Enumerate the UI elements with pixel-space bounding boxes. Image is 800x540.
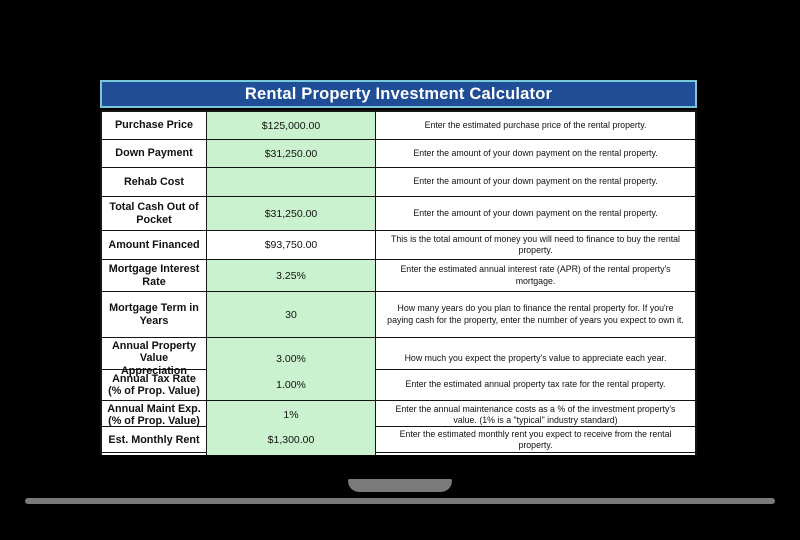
rental-calculator-table: Rental Property Investment Calculator Pu…: [100, 80, 697, 455]
row-description: Enter the amount of your down payment on…: [413, 176, 658, 187]
row-label: Annual Property Value Appreciation: [112, 340, 196, 377]
row-label: Down Payment: [115, 147, 193, 160]
row-description: How many years do you plan to finance th…: [387, 303, 684, 325]
table-title: Rental Property Investment Calculator: [100, 80, 697, 108]
table-row-annual-tax-rate: Annual Tax Rate (% of Prop. Value) 1.00%…: [102, 369, 695, 400]
input-cell[interactable]: $93,750.00: [206, 231, 376, 259]
row-label: Mortgage Interest Rate: [108, 263, 200, 288]
input-cell[interactable]: [206, 168, 376, 196]
row-label: Annual Maint Exp. (% of Prop. Value): [107, 403, 201, 428]
table-row-rehab-cost: Rehab Cost Enter the amount of your down…: [102, 167, 695, 196]
table-row-annual-maint-exp: Annual Maint Exp. (% of Prop. Value) 1% …: [102, 400, 695, 430]
row-label: Mortgage Term in Years: [109, 302, 199, 327]
input-cell[interactable]: $31,250.00: [206, 140, 376, 167]
row-description: Enter the estimated purchase price of th…: [424, 119, 647, 130]
input-cell[interactable]: $31,250.00: [206, 197, 376, 230]
row-label: Total Cash Out of Pocket: [109, 201, 199, 226]
table-row-mortgage-interest-rate: Mortgage Interest Rate 3.25% Enter the e…: [102, 259, 695, 291]
table-row-purchase-price: Purchase Price $125,000.00 Enter the est…: [102, 112, 695, 139]
row-description: Enter the estimated monthly rent you exp…: [399, 429, 672, 451]
monitor-stand-base: [25, 498, 775, 504]
row-description: Enter the percentage of time you expect …: [376, 453, 695, 455]
table-body: Purchase Price $125,000.00 Enter the est…: [100, 110, 697, 455]
table-row-mortgage-term: Mortgage Term in Years 30 How many years…: [102, 291, 695, 337]
input-cell[interactable]: 93%: [206, 453, 376, 455]
row-label: Purchase Price: [114, 119, 194, 132]
input-cell[interactable]: 1.00%: [206, 370, 376, 400]
row-description: Enter the estimated annual property tax …: [405, 379, 666, 390]
input-cell[interactable]: 3.25%: [206, 260, 376, 291]
row-description: Enter the amount of your down payment on…: [413, 147, 658, 158]
row-description: This is the total amount of money you wi…: [391, 233, 680, 255]
row-label: Est. Monthly Rent: [108, 434, 200, 447]
input-cell[interactable]: 30: [206, 292, 376, 337]
input-cell[interactable]: 1%: [206, 401, 376, 430]
row-label: Occupancy Rate: [102, 453, 206, 455]
row-label: Annual Tax Rate (% of Prop. Value): [108, 372, 200, 397]
table-row-occupancy-rate: Occupancy Rate 93% Enter the percentage …: [102, 452, 695, 455]
row-description: How much you expect the property's value…: [404, 352, 667, 363]
table-row-amount-financed: Amount Financed $93,750.00 This is the t…: [102, 230, 695, 259]
monitor-stand-neck: [348, 479, 452, 492]
row-label: Rehab Cost: [124, 175, 184, 188]
table-row-down-payment: Down Payment $31,250.00 Enter the amount…: [102, 139, 695, 167]
row-description: Enter the annual maintenance costs as a …: [395, 403, 676, 426]
table-row-total-cash-out-of-pocket: Total Cash Out of Pocket $31,250.00 Ente…: [102, 196, 695, 230]
table-row-est-monthly-rent: Est. Monthly Rent $1,300.00 Enter the es…: [102, 426, 695, 454]
row-description: Enter the estimated annual interest rate…: [400, 264, 671, 286]
input-cell[interactable]: $1,300.00: [206, 427, 376, 454]
table-row-annual-appreciation: Annual Property Value Appreciation 3.00%…: [102, 337, 695, 380]
row-description: Enter the amount of your down payment on…: [413, 207, 658, 218]
row-label: Amount Financed: [108, 238, 200, 251]
input-cell[interactable]: $125,000.00: [206, 112, 376, 139]
